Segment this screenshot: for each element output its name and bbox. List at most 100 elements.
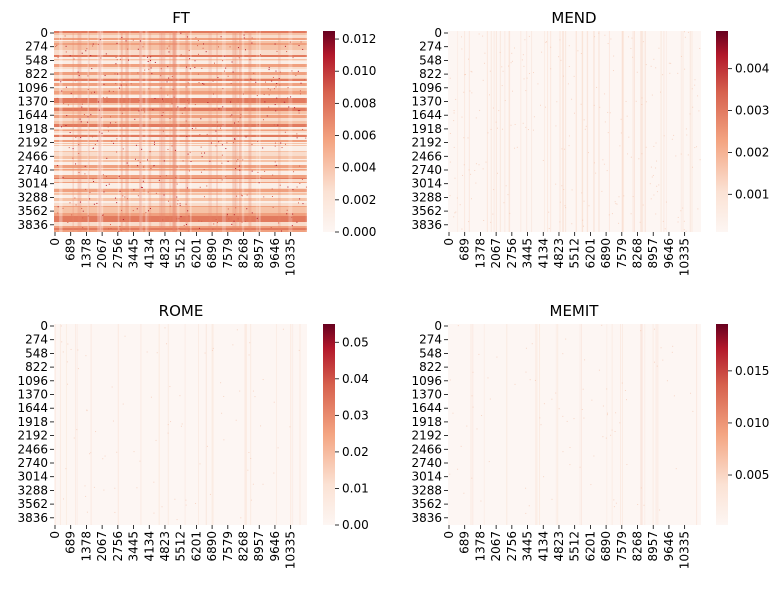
- heatmap-row-band: [54, 79, 307, 81]
- heatmap-cell: [455, 211, 457, 213]
- heatmap-cell: [264, 170, 266, 172]
- heatmap-cell: [195, 37, 197, 39]
- heatmap-cell: [241, 221, 243, 223]
- colorbar: [323, 31, 335, 232]
- heatmap-cell: [490, 221, 492, 223]
- x-tick-label: 2756: [505, 238, 519, 269]
- heatmap-cell: [206, 445, 208, 447]
- heatmap-cell: [147, 191, 149, 193]
- y-tick-label: 274: [25, 40, 48, 54]
- heatmap-cell: [212, 347, 214, 349]
- heatmap-cell: [591, 399, 593, 401]
- heatmap-cell: [98, 109, 100, 111]
- heatmap-cell: [187, 82, 189, 84]
- heatmap-cell: [237, 47, 239, 49]
- heatmap-row-band: [54, 121, 307, 124]
- y-tick-label: 2192: [411, 136, 442, 150]
- heatmap-cell: [582, 388, 584, 390]
- heatmap-row-band: [54, 101, 307, 103]
- heatmap-cell: [677, 216, 679, 218]
- heatmap-cell: [75, 136, 77, 138]
- heatmap-cell: [556, 101, 558, 103]
- heatmap-cell: [75, 97, 77, 99]
- heatmap-cell: [580, 53, 582, 55]
- heatmap-cell: [463, 492, 465, 494]
- heatmap-cell: [605, 437, 607, 439]
- heatmap-cell: [183, 224, 185, 226]
- heatmap-cell: [57, 206, 59, 208]
- heatmap-cell: [197, 45, 199, 47]
- heatmap-cell: [673, 395, 675, 397]
- heatmap-cell: [115, 56, 117, 58]
- heatmap-cell: [289, 426, 291, 428]
- heatmap-cell: [72, 148, 74, 150]
- y-tick-label: 548: [25, 346, 48, 360]
- heatmap-cell: [588, 205, 590, 207]
- heatmap-row-band: [54, 165, 307, 168]
- heatmap-cell: [463, 91, 465, 93]
- heatmap-row-band: [54, 145, 307, 146]
- heatmap-cell: [274, 161, 276, 163]
- heatmap-cell: [305, 137, 307, 139]
- colorbar-tick-label: 0.002: [342, 193, 376, 207]
- heatmap-cell: [489, 70, 491, 72]
- heatmap-col-band: [579, 324, 581, 525]
- x-tick-label: 8268: [631, 531, 645, 562]
- heatmap-col-band: [305, 31, 308, 232]
- heatmap-cell: [233, 220, 235, 222]
- heatmap-cell: [454, 177, 456, 179]
- heatmap-cell: [606, 388, 608, 390]
- heatmap-cell: [541, 51, 543, 53]
- heatmap-cell: [615, 412, 617, 414]
- heatmap-cell: [86, 410, 88, 412]
- heatmap-cell: [565, 338, 567, 340]
- heatmap-cell: [103, 191, 105, 193]
- heatmap-cell: [573, 418, 575, 420]
- heatmap-cell: [297, 70, 299, 72]
- heatmap-cell: [55, 45, 57, 47]
- y-tick-label: 3288: [411, 483, 442, 497]
- y-tick-label: 1370: [17, 95, 48, 109]
- heatmap-cell: [188, 230, 190, 232]
- heatmap-cell: [223, 439, 225, 441]
- heatmap-cell: [475, 163, 477, 165]
- heatmap-cell: [499, 51, 501, 53]
- heatmap-cell: [185, 203, 187, 205]
- heatmap-cell: [201, 171, 203, 173]
- heatmap-row-band: [54, 55, 307, 57]
- heatmap-cell: [176, 183, 178, 185]
- heatmap-cell: [212, 93, 214, 95]
- heatmap-col-band: [606, 324, 608, 525]
- heatmap-cell: [251, 170, 253, 172]
- heatmap-cell: [110, 227, 112, 229]
- heatmap-cell: [614, 431, 616, 433]
- heatmap-cell: [169, 205, 171, 207]
- heatmap-cell: [623, 195, 625, 197]
- heatmap-cell: [528, 505, 530, 507]
- heatmap-cell: [65, 468, 67, 470]
- heatmap-cell: [228, 218, 230, 220]
- heatmap-cell: [146, 351, 148, 353]
- heatmap-cell: [296, 186, 298, 188]
- heatmap-cell: [471, 477, 473, 479]
- heatmap-row-band: [54, 133, 307, 134]
- heatmap-col-band: [245, 324, 247, 525]
- colorbar-tick-label: 0.004: [735, 62, 769, 76]
- heatmap-cell: [93, 486, 95, 488]
- heatmap-cell: [202, 83, 204, 85]
- heatmap-cell: [276, 50, 278, 52]
- heatmap-col-band: [77, 31, 82, 232]
- heatmap-cell: [109, 224, 111, 226]
- heatmap-cell: [176, 196, 178, 198]
- heatmap-cell: [163, 160, 165, 162]
- colorbar-tick-label: 0.002: [735, 145, 769, 159]
- heatmap-cell: [189, 58, 191, 60]
- x-tick-label: 2756: [111, 531, 125, 562]
- colorbar-tick-label: 0.01: [342, 481, 369, 495]
- heatmap-cell: [204, 152, 206, 154]
- heatmap-cell: [511, 60, 513, 62]
- heatmap-col-band: [544, 31, 546, 232]
- colorbar-tick-label: 0.008: [342, 96, 376, 110]
- heatmap-cell: [522, 122, 524, 124]
- heatmap-cell: [166, 135, 168, 137]
